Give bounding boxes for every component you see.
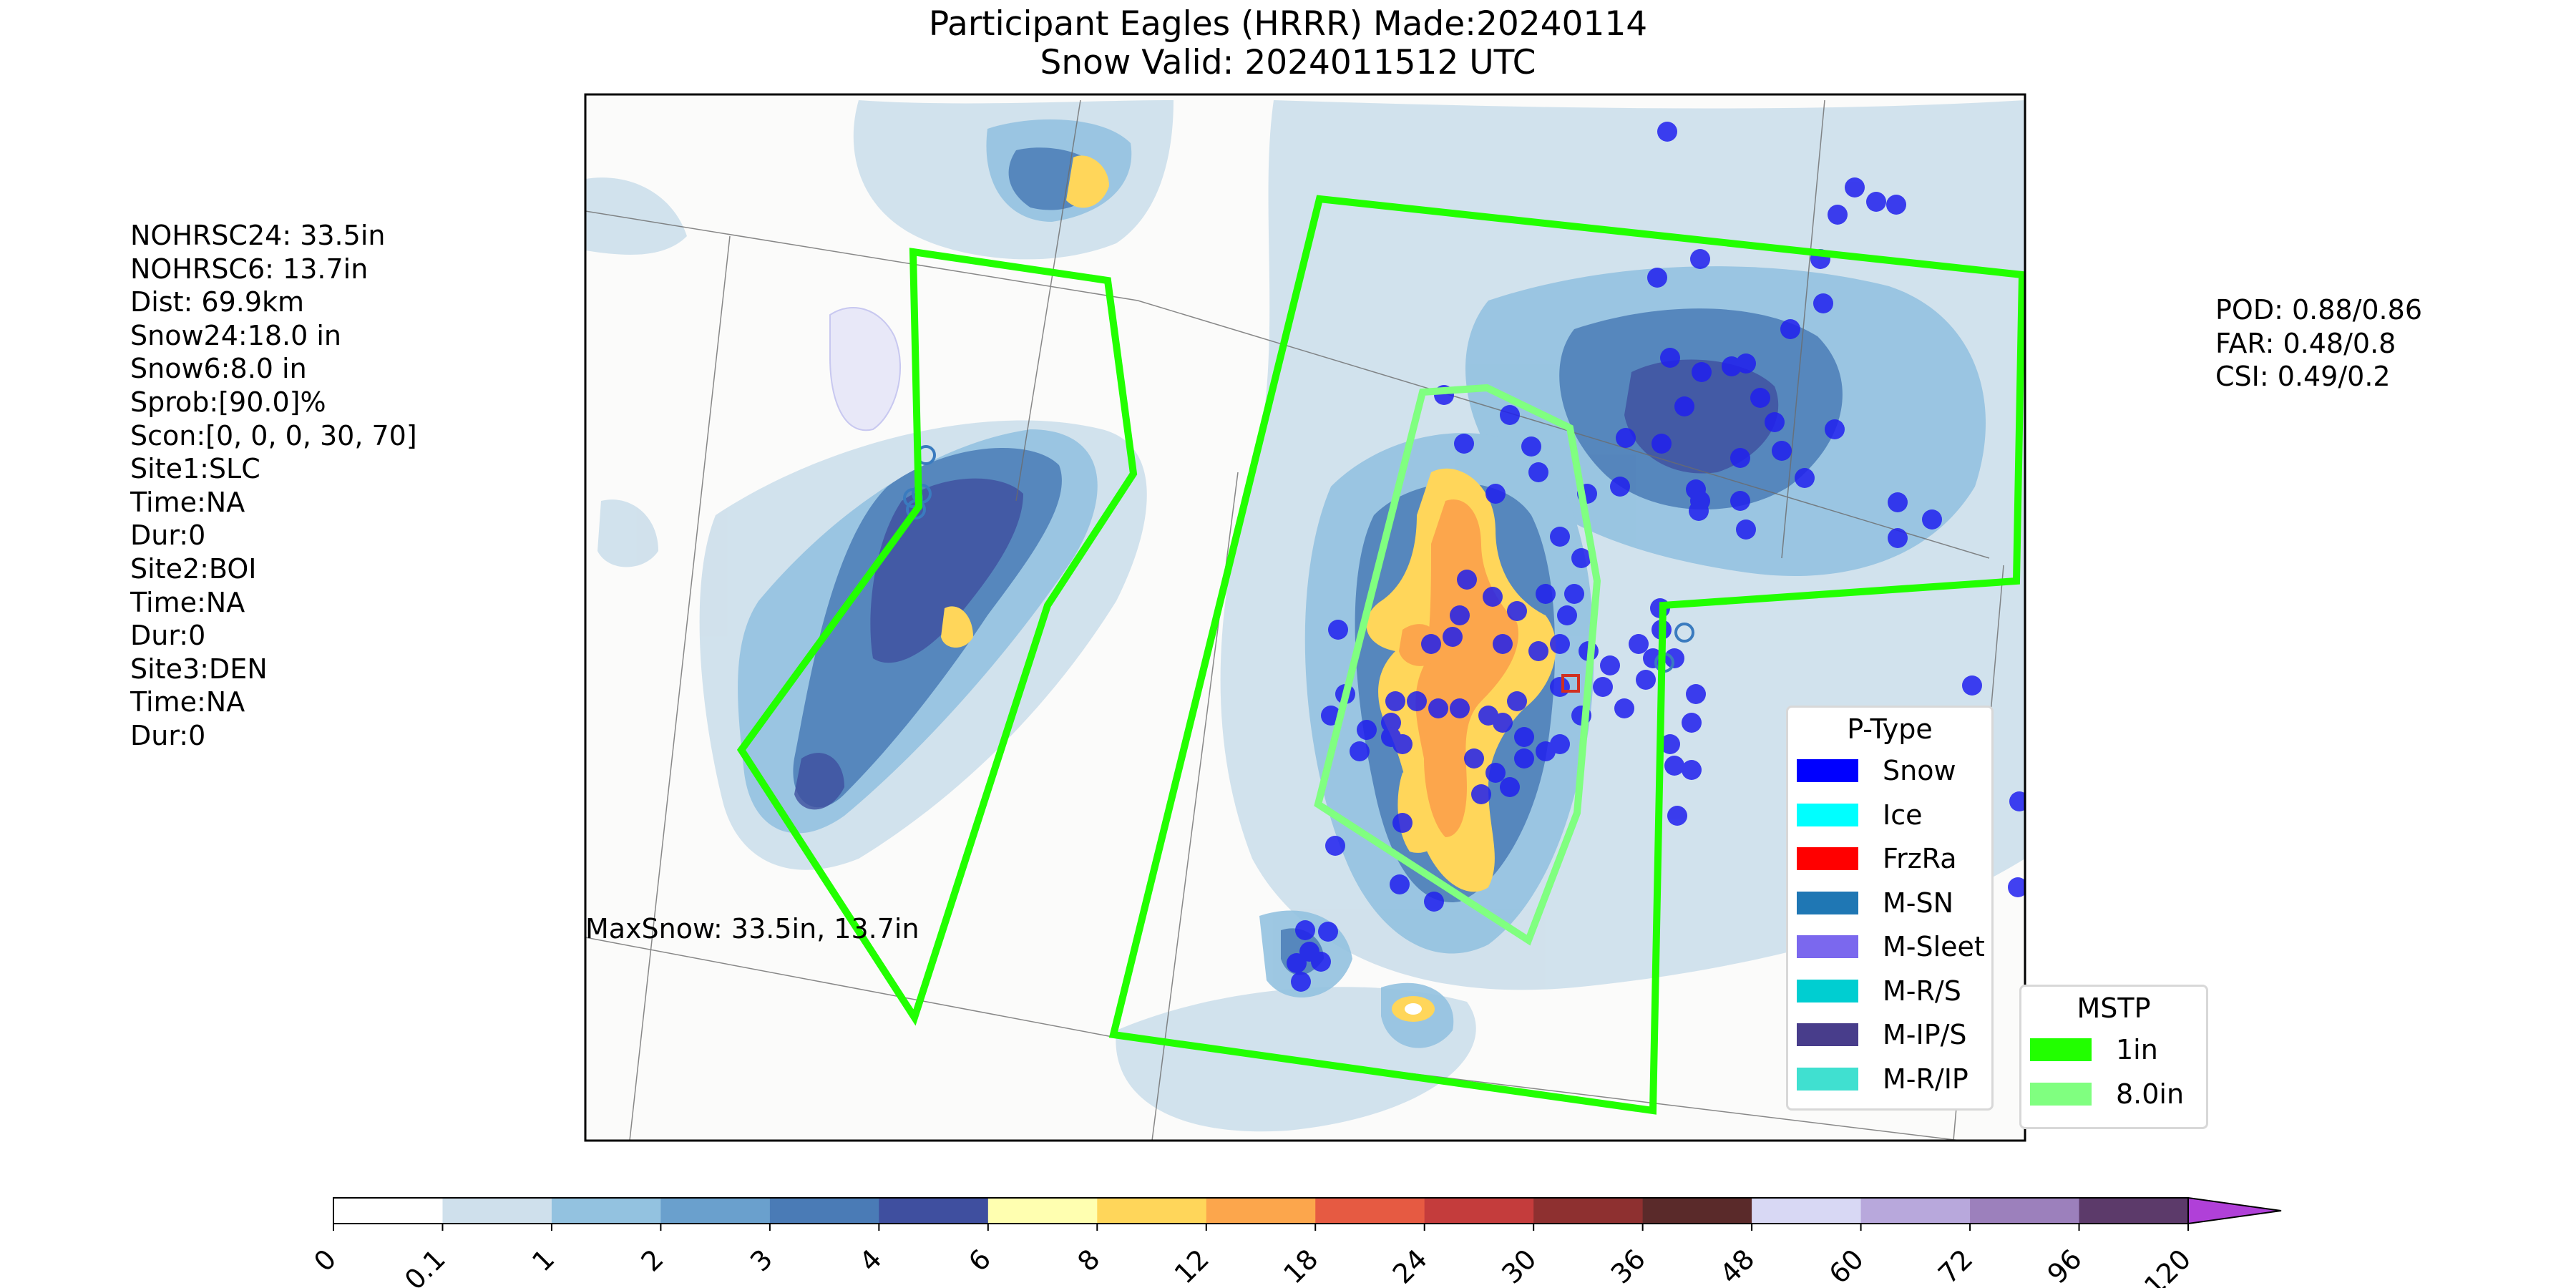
stat-line: CSI: 0.49/0.2: [2215, 361, 2391, 393]
colorbar-segment: [769, 1198, 879, 1224]
colorbar-segment: [1315, 1198, 1425, 1224]
colorbar-segment: [1424, 1198, 1534, 1224]
colorbar-tick-label: 6: [962, 1243, 997, 1277]
legend-swatch: [1797, 1023, 1858, 1046]
ptype-legend-title: P-Type: [1847, 713, 1933, 745]
legend-label: M-R/IP: [1883, 1063, 1968, 1095]
colorbar-tick-label: 12: [1169, 1243, 1215, 1288]
stat-line: NOHRSC6: 13.7in: [130, 253, 369, 285]
mstp-legend: MSTP 1in 8.0in: [2019, 985, 2208, 1129]
mstp-1in-polygon-east: [1108, 195, 2025, 1115]
colorbar-tick-label: 24: [1387, 1243, 1433, 1288]
stat-line: Time:NA: [130, 586, 245, 618]
colorbar-segment: [442, 1198, 552, 1224]
colorbar-tick-label: 72: [1932, 1243, 1979, 1288]
stat-line: POD: 0.88/0.86: [2215, 294, 2422, 326]
legend-swatch: [1797, 803, 1858, 826]
legend-label: M-R/S: [1883, 975, 1961, 1007]
colorbar-tick-label: 0: [308, 1243, 342, 1277]
stat-line: Time:NA: [130, 686, 245, 718]
stat-line: Scon:[0, 0, 0, 30, 70]: [130, 419, 417, 452]
stat-line: NOHRSC24: 33.5in: [130, 220, 386, 251]
left-stats-panel: NOHRSC24: 33.5in NOHRSC6: 13.7in Dist: 69.…: [130, 219, 417, 753]
legend-label: Ice: [1883, 799, 1923, 831]
colorbar-segment: [660, 1198, 771, 1224]
stat-line: Dur:0: [130, 620, 206, 652]
colorbar-tick-label: 2: [635, 1243, 670, 1277]
legend-swatch: [2030, 1038, 2092, 1061]
colorbar-segment: [333, 1198, 443, 1224]
ptype-legend: P-Type Snow Ice FrzRa M-SN M-Sleet M-R/S M-IP/…: [1786, 706, 1994, 1111]
stat-line: Site2:BOI: [130, 552, 257, 585]
legend-label: 1in: [2116, 1034, 2158, 1065]
chart-title-line2: Snow Valid: 2024011512 UTC: [1040, 43, 1536, 82]
colorbar-border: [333, 1197, 2189, 1224]
stat-line: FAR: 0.48/0.8: [2215, 327, 2396, 359]
colorbar-segment: [987, 1198, 1098, 1224]
colorbar-segment: [551, 1198, 661, 1224]
right-stats-panel: POD: 0.88/0.86 FAR: 0.48/0.8 CSI: 0.49/0.2: [2215, 293, 2422, 394]
colorbar-segment: [1752, 1198, 1862, 1224]
colorbar-tick-label: 18: [1277, 1243, 1324, 1288]
stat-line: Time:NA: [130, 486, 245, 518]
stat-line: Dur:0: [130, 519, 206, 552]
stat-line: Snow6:8.0 in: [130, 353, 307, 385]
stat-line: Site3:DEN: [130, 653, 268, 685]
legend-label: Snow: [1883, 755, 1956, 786]
colorbar-extend-arrow: [2187, 1196, 2282, 1225]
colorbar-tick-label: 96: [2041, 1243, 2088, 1288]
legend-swatch: [1797, 759, 1858, 782]
legend-label: FrzRa: [1883, 843, 1957, 874]
colorbar: 0 0.1 1 2 3 4 6 8 12 18 24 30 36 48 60 72 96 120: [308, 1196, 2282, 1288]
legend-swatch: [2030, 1083, 2092, 1106]
legend-swatch: [1797, 1067, 1858, 1091]
colorbar-segment: [1860, 1198, 1971, 1224]
colorbar-tick-label: 0.1: [399, 1243, 452, 1288]
legend-swatch: [1797, 979, 1858, 1002]
colorbar-segment: [1206, 1198, 1316, 1224]
mstp-8in-polygon: [1314, 384, 1601, 946]
colorbar-tick-label: 3: [744, 1243, 779, 1277]
stat-line: Dist: 69.9km: [130, 286, 305, 318]
colorbar-tick-label: 30: [1496, 1243, 1542, 1288]
colorbar-tick-label: 4: [854, 1243, 888, 1277]
colorbar-tick-label: 120: [2138, 1243, 2197, 1288]
stat-line: Site1:SLC: [130, 453, 260, 485]
colorbar-tick-label: 8: [1071, 1243, 1106, 1277]
colorbar-segment: [879, 1198, 989, 1224]
stat-line: Snow24:18.0 in: [130, 319, 342, 351]
colorbar-tick-label: 48: [1714, 1243, 1760, 1288]
stat-line: Sprob:[90.0]%: [130, 386, 326, 418]
legend-label: M-Sleet: [1883, 931, 1985, 962]
stat-line: Dur:0: [130, 719, 206, 751]
legend-swatch: [1797, 891, 1858, 914]
map-frame: [584, 93, 2026, 1142]
legend-label: M-IP/S: [1883, 1019, 1967, 1050]
legend-label: 8.0in: [2116, 1078, 2185, 1110]
legend-label: M-SN: [1883, 887, 1954, 919]
colorbar-segment: [1642, 1198, 1752, 1224]
colorbar-segment: [1533, 1198, 1644, 1224]
colorbar-tick-label: 60: [1823, 1243, 1870, 1288]
colorbar-tick-label: 36: [1605, 1243, 1652, 1288]
colorbar-segment: [1970, 1198, 2080, 1224]
max-snow-annotation: MaxSnow: 33.5in, 13.7in: [585, 913, 919, 945]
colorbar-segment: [1097, 1198, 1207, 1224]
colorbar-tick-label: 1: [526, 1243, 560, 1277]
legend-swatch: [1797, 847, 1858, 870]
legend-swatch: [1797, 935, 1858, 958]
colorbar-segment: [2079, 1198, 2189, 1224]
mstp-legend-title: MSTP: [2077, 992, 2151, 1024]
chart-title-line1: Participant Eagles (HRRR) Made:20240114: [928, 4, 1648, 44]
mstp-1in-polygon-west: [736, 248, 1138, 1026]
